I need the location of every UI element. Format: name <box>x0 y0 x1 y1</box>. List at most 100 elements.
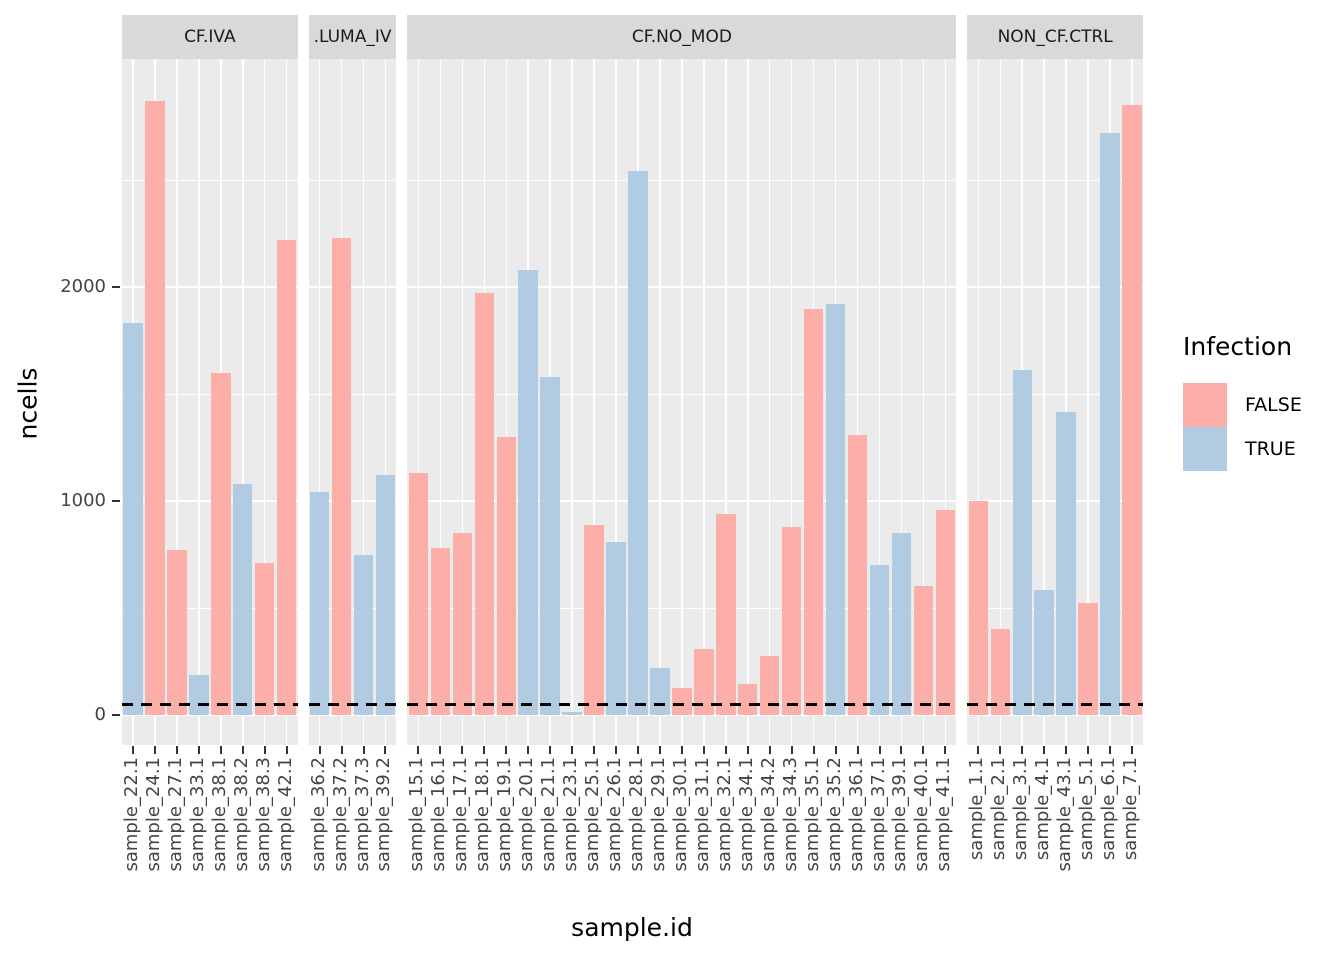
legend-entries: FALSE TRUE <box>1183 383 1343 471</box>
bar-sample_43.1 <box>1056 412 1076 715</box>
x-tick-label: sample_38.3 <box>252 757 274 872</box>
bar-sample_20.1 <box>518 269 538 715</box>
y-tick-label: 2000 <box>60 276 106 297</box>
x-tick-label: sample_22.1 <box>120 757 142 872</box>
bar-sample_38.2 <box>233 483 253 715</box>
x-tick-label: sample_36.1 <box>845 757 867 872</box>
major-gridline <box>122 500 298 502</box>
x-gridline <box>922 59 925 745</box>
x-tick <box>944 746 947 754</box>
x-gridline <box>747 59 749 745</box>
x-tick-label: sample_5.1 <box>1076 757 1098 861</box>
bar-sample_7.1 <box>1122 105 1142 715</box>
facet-strip-label: .LUMA_IV <box>313 27 392 47</box>
legend-label: TRUE <box>1245 438 1296 460</box>
bar-sample_37.3 <box>353 554 374 715</box>
bar-sample_42.1 <box>276 239 297 715</box>
x-gridline <box>900 59 903 745</box>
y-tick <box>112 286 120 288</box>
bar-sample_39.1 <box>891 533 912 715</box>
x-gridline <box>242 59 244 745</box>
x-tick-label: sample_25.1 <box>582 757 604 872</box>
bar-sample_40.1 <box>913 585 934 715</box>
x-tick <box>999 746 1002 754</box>
x-tick <box>197 746 200 754</box>
x-tick-label: sample_28.1 <box>626 757 647 872</box>
legend-key-swatch <box>1183 427 1227 471</box>
x-gridline <box>878 59 881 745</box>
minor-gridline <box>967 393 1143 395</box>
bar-sample_36.1 <box>847 434 868 715</box>
minor-gridline <box>308 607 397 609</box>
major-gridline <box>308 500 397 502</box>
major-gridline <box>122 286 298 288</box>
bar-sample_36.2 <box>309 492 330 715</box>
x-tick-label: sample_37.1 <box>867 757 889 872</box>
x-tick-label: sample_7.1 <box>1120 757 1142 861</box>
x-tick-label: sample_6.1 <box>1098 757 1120 861</box>
bar-sample_1.1 <box>968 501 989 715</box>
x-tick-label: sample_2.1 <box>988 757 1010 861</box>
x-tick <box>1021 746 1024 754</box>
minor-gridline <box>122 179 298 181</box>
x-gridline <box>417 59 420 745</box>
x-gridline <box>659 59 661 745</box>
x-tick-label: sample_17.1 <box>450 757 472 872</box>
bar-sample_2.1 <box>990 629 1010 715</box>
x-gridline <box>198 59 200 745</box>
x-gridline <box>362 59 365 745</box>
x-tick <box>483 746 486 754</box>
x-tick <box>680 746 683 754</box>
x-tick-label: sample_37.3 <box>351 757 373 872</box>
bar-sample_37.2 <box>331 237 352 715</box>
y-tick <box>112 500 120 502</box>
facet-strip-label: CF.IVA <box>184 27 236 47</box>
x-tick <box>1043 746 1046 754</box>
x-gridline <box>318 59 321 745</box>
bar-sample_6.1 <box>1100 132 1120 715</box>
bar-sample_38.1 <box>211 372 231 715</box>
x-gridline <box>768 59 771 745</box>
bar-sample_34.3 <box>781 526 802 715</box>
facet-strip: .LUMA_IV <box>308 15 397 59</box>
minor-gridline <box>122 393 298 395</box>
x-gridline <box>571 59 573 745</box>
bar-sample_21.1 <box>540 376 560 715</box>
facet-strip: CF.IVA <box>122 15 298 59</box>
facet-strip: CF.NO_MOD <box>407 15 957 59</box>
x-tick-label: sample_33.1 <box>186 757 208 872</box>
x-tick-label: sample_43.1 <box>1054 757 1076 872</box>
legend-title: Infection <box>1183 332 1293 361</box>
bar-sample_17.1 <box>452 533 473 715</box>
x-gridline <box>725 59 727 745</box>
x-tick <box>724 746 727 754</box>
bar-sample_33.1 <box>189 675 209 715</box>
bar-sample_27.1 <box>167 550 187 715</box>
x-tick <box>285 746 288 754</box>
minor-gridline <box>308 179 397 181</box>
major-gridline <box>967 714 1143 716</box>
x-gridline <box>790 59 793 745</box>
bar-sample_19.1 <box>496 436 516 715</box>
minor-gridline <box>122 607 298 609</box>
x-gridline <box>999 59 1002 745</box>
x-gridline <box>384 59 387 745</box>
bar-sample_24.1 <box>145 100 165 715</box>
x-tick <box>1065 746 1068 754</box>
x-gridline <box>505 59 507 745</box>
bar-sample_18.1 <box>474 293 495 715</box>
x-tick-label: sample_37.2 <box>329 757 351 872</box>
x-tick-label: sample_34.2 <box>757 757 779 872</box>
minor-gridline <box>967 179 1143 181</box>
x-tick-label: sample_20.1 <box>516 757 538 872</box>
x-tick <box>571 746 574 754</box>
bar-sample_16.1 <box>430 548 451 715</box>
facet-strip: NON_CF.CTRL <box>967 15 1143 59</box>
x-tick-label: sample_3.1 <box>1010 757 1032 861</box>
threshold-dashed-line <box>122 702 298 707</box>
x-tick-label: sample_30.1 <box>669 757 691 872</box>
x-gridline <box>593 59 595 745</box>
x-tick-label: sample_29.1 <box>647 757 669 872</box>
x-gridline <box>703 59 705 745</box>
x-tick <box>702 746 705 754</box>
